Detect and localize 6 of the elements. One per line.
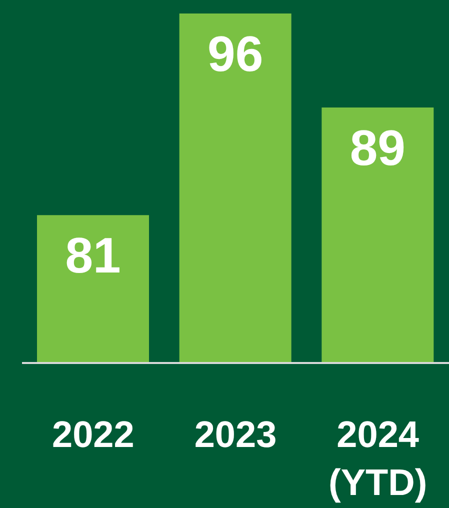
data-label: 96: [208, 26, 264, 82]
x-tick-label: 2024 (YTD): [328, 414, 428, 503]
x-tick-label: 2023: [194, 414, 277, 455]
x-tick-label: 2022: [52, 414, 134, 455]
data-label: 89: [350, 120, 406, 176]
data-label: 81: [65, 228, 121, 284]
